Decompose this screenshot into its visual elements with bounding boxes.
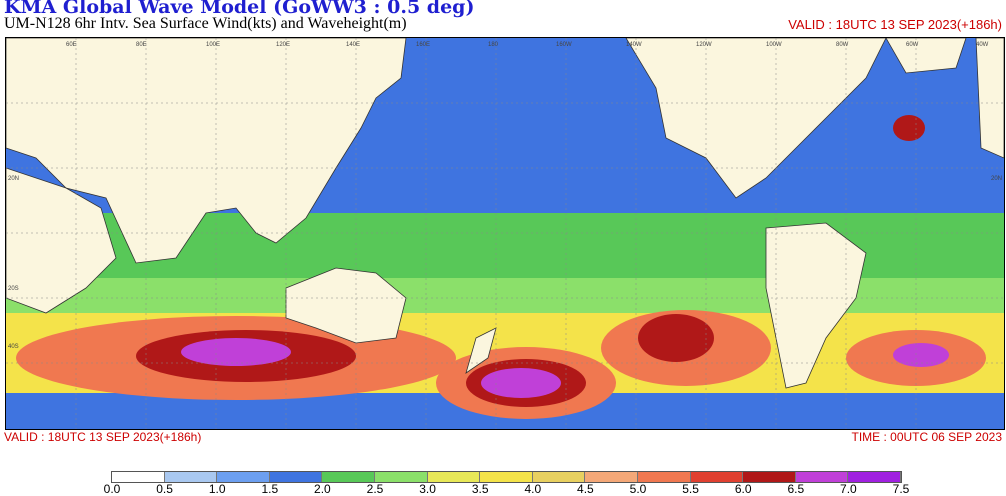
colorbar-tick-label: 4.0 [524,482,542,496]
tasman-max [481,368,561,398]
colorbar-tick-label: 6.5 [787,482,805,496]
valid-time-top: VALID : 18UTC 13 SEP 2023(+186h) [788,17,1002,32]
south-pacific-peak [638,314,714,362]
colorbar-tick-label: 3.5 [471,482,489,496]
colorbar-tick-label: 4.5 [577,482,594,496]
colorbar-tick-label: 5.0 [629,482,647,496]
colorbar-swatch [374,472,428,482]
colorbar-tick-label: 5.5 [682,482,699,496]
colorbar-swatch [217,472,270,482]
colorbar-tick-label: 7.0 [840,482,857,496]
colorbar-tick-label: 2.0 [314,482,331,496]
africa-landmass [6,167,117,314]
new-zealand-landmass [465,327,497,374]
lon-label: 100E [206,42,220,48]
colorbar-swatch [637,472,691,482]
greenland-landmass [885,38,967,74]
colorbar-swatch [480,472,533,482]
indian-ocean-max [181,338,291,366]
map-title: KMA Global Wave Model (GoWW3 : 0.5 deg) [4,0,475,18]
colorbar-swatch [322,472,375,482]
colorbar-swatch [164,472,218,482]
colorbar-tick-label: 0.5 [156,482,173,496]
lat-labels: 20N 20N 20S 40S [8,176,1002,350]
colorbar-swatch [743,472,796,482]
north-atlantic-storm [893,115,925,141]
colorbar-tick-label: 6.0 [734,482,752,496]
south-atlantic-max [893,343,949,367]
lat-label: 20N [8,176,19,182]
wave-height-colorbar [111,471,902,483]
map-subtitle: UM-N128 6hr Intv. Sea Surface Wind(kts) … [4,15,407,32]
colorbar-tick-label: 1.5 [261,482,279,496]
lon-label: 80W [836,42,849,48]
colorbar-tick-label: 3.0 [419,482,436,496]
lon-label: 160W [556,42,572,48]
colorbar-ticks: 0.0 0.5 1.0 1.5 2.0 2.5 3.0 3.5 4.0 4.5 5.0 5.5 6.0 6… [0,482,1006,496]
colorbar-swatch [585,472,638,482]
lon-label: 80E [136,42,147,48]
colorbar-swatch [690,472,744,482]
graticule [6,38,1004,429]
lat-label: 40S [8,344,19,350]
lon-label: 100W [766,42,782,48]
lat-label: 20N [991,176,1002,182]
valid-time-bottom: VALID : 18UTC 13 SEP 2023(+186h) [4,430,202,444]
colorbar-swatch [795,472,849,482]
colorbar-tick-label: 1.0 [208,482,226,496]
lon-labels: 60E 80E 100E 120E 140E 160E 180 160W 140… [66,42,989,48]
colorbar-swatch [848,472,901,482]
colorbar-swatch [269,472,323,482]
land-masses [6,38,1004,389]
lon-label: 60W [906,42,919,48]
analysis-time: TIME : 00UTC 06 SEP 2023 [851,430,1002,444]
europe-landmass [975,38,1004,159]
lon-label: 120E [276,42,290,48]
lon-label: 120W [696,42,712,48]
north-america-landmass [625,38,887,199]
colorbar-swatch [427,472,481,482]
asia-landmass [6,38,407,264]
lon-label: 60E [66,42,77,48]
colorbar-tick-label: 0.0 [103,482,121,496]
wave-height-map: 60E 80E 100E 120E 140E 160E 180 160W 140… [5,37,1005,430]
colorbar-tick-label: 2.5 [366,482,384,496]
lon-label: 180 [488,42,499,48]
lon-label: 140E [346,42,360,48]
lon-label: 140W [626,42,642,48]
lon-label: 40W [976,42,989,48]
colorbar-tick-label: 7.5 [892,482,910,496]
lon-label: 160E [416,42,430,48]
lat-label: 20S [8,286,19,292]
australia-landmass [285,267,407,344]
colorbar-swatch [532,472,586,482]
colorbar-swatch [112,472,165,482]
